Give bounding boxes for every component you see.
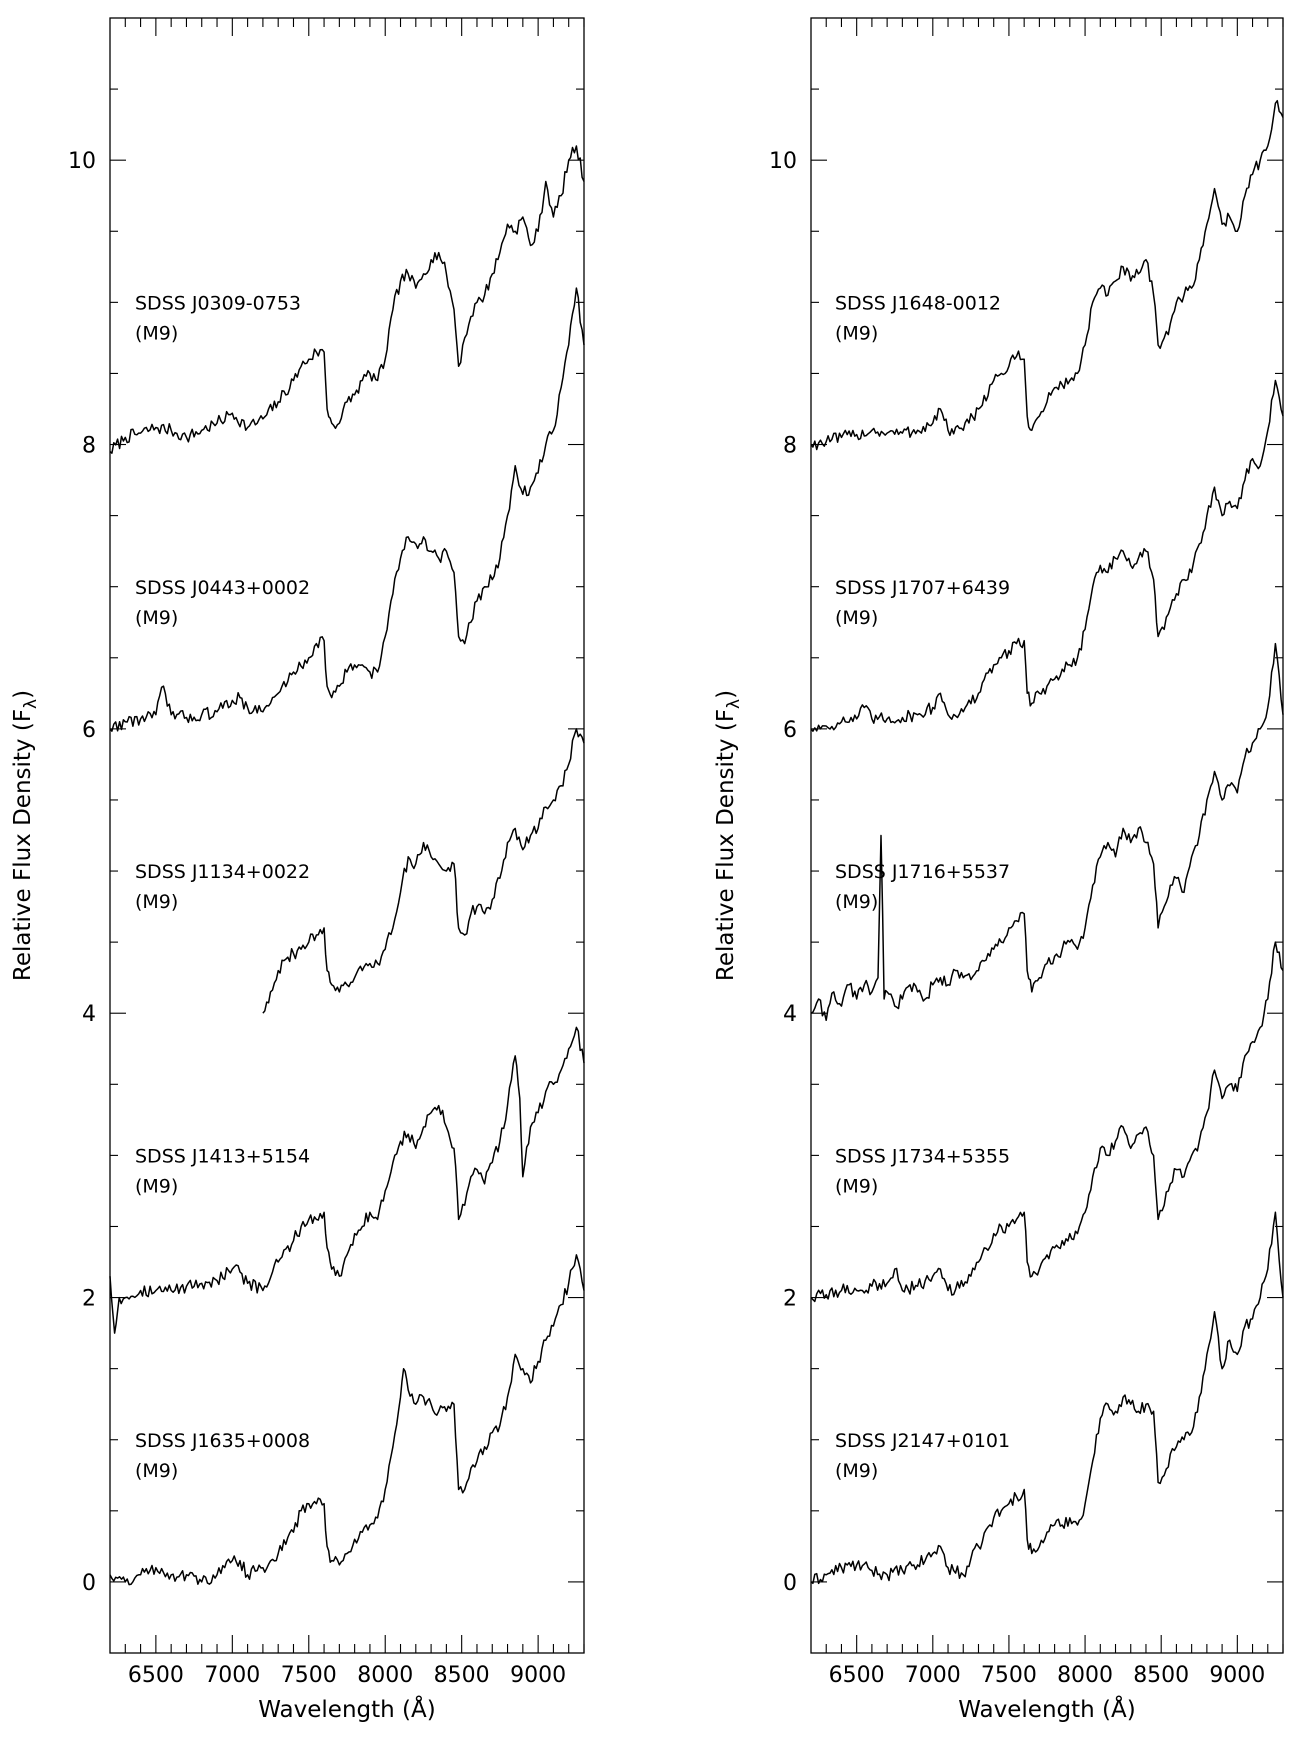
- spectrum-line: [109, 287, 585, 732]
- spectrum-line: [810, 642, 1284, 1022]
- spectral-type-label: (M9): [135, 607, 178, 629]
- spectrum-name-label: SDSS J1648-0012: [835, 292, 1001, 314]
- spectrum-name-label: SDSS J1134+0022: [135, 861, 310, 883]
- x-tick-label: 8000: [1057, 1663, 1113, 1688]
- x-tick-label: 7000: [905, 1663, 961, 1688]
- spectrum-name-label: SDSS J1635+0008: [135, 1430, 310, 1452]
- spectral-type-label: (M9): [835, 1176, 878, 1198]
- x-tick-label: 9000: [1209, 1663, 1265, 1688]
- plot-frame: [810, 17, 1284, 1654]
- spectrum-line: [109, 145, 585, 454]
- spectrum-name-label: SDSS J1734+5355: [835, 1146, 1010, 1168]
- spectral-type-label: (M9): [135, 1460, 178, 1482]
- y-tick-label: 4: [82, 1002, 96, 1027]
- spectrum-line: [810, 941, 1284, 1303]
- y-axis-title-main: Relative Flux Density (F: [10, 709, 36, 981]
- y-axis-title-close: ): [10, 690, 36, 699]
- y-tick-label: 0: [82, 1571, 96, 1596]
- x-tick-label: 7500: [981, 1663, 1037, 1688]
- x-tick-label: 6500: [829, 1663, 885, 1688]
- y-tick-label: 8: [783, 434, 797, 459]
- y-tick-label: 4: [783, 1002, 797, 1027]
- y-axis-title-subscript: λ: [21, 699, 41, 709]
- y-axis-title: Relative Flux Density (Fλ): [713, 690, 744, 981]
- x-tick-label: 9000: [510, 1663, 566, 1688]
- spectrum-name-label: SDSS J0309-0753: [135, 292, 301, 314]
- x-tick-label: 8000: [357, 1663, 413, 1688]
- spectral-type-label: (M9): [135, 891, 178, 913]
- left-panel: 6500 7000 7500 8000 8500 9000 0 2 4 6 8 10 Wavelengt…: [10, 17, 585, 1723]
- plot-frame: [109, 17, 585, 1654]
- y-axis-title-close: ): [713, 690, 739, 699]
- spectrum-line: [109, 1026, 585, 1334]
- x-tick-label: 8500: [1133, 1663, 1189, 1688]
- y-axis-title-main: Relative Flux Density (F: [713, 709, 739, 981]
- spectrum-line: [810, 379, 1284, 732]
- spectrum-name-label: SDSS J0443+0002: [135, 577, 310, 599]
- y-tick-label: 10: [769, 149, 797, 174]
- y-tick-label: 2: [82, 1287, 96, 1312]
- right-panel: 6500 7000 7500 8000 8500 9000 0 2 4 6 8 10 Wavelengt…: [713, 17, 1284, 1723]
- spectrum-name-label: SDSS J1413+5154: [135, 1146, 310, 1168]
- spectral-type-label: (M9): [835, 891, 878, 913]
- x-tick-label: 7500: [281, 1663, 337, 1688]
- y-tick-label: 0: [783, 1571, 797, 1596]
- x-tick-label: 7000: [204, 1663, 260, 1688]
- spectrum-name-label: SDSS J1707+6439: [835, 577, 1010, 599]
- spectrum-line: [262, 728, 585, 1014]
- spectrum-line: [810, 99, 1284, 451]
- spectral-type-label: (M9): [135, 322, 178, 344]
- x-axis-title: Wavelength (Å): [958, 1695, 1135, 1723]
- spectrum-line: [109, 1254, 585, 1586]
- x-tick-label: 8500: [434, 1663, 490, 1688]
- y-tick-label: 10: [68, 149, 96, 174]
- y-axis-title: Relative Flux Density (Fλ): [10, 690, 41, 981]
- y-axis-title-subscript: λ: [724, 699, 744, 709]
- spectral-type-label: (M9): [135, 1176, 178, 1198]
- spectral-type-label: (M9): [835, 607, 878, 629]
- y-tick-label: 6: [82, 718, 96, 743]
- y-tick-label: 6: [783, 718, 797, 743]
- spectrum-line: [810, 1211, 1284, 1585]
- x-axis-title: Wavelength (Å): [258, 1695, 435, 1723]
- y-tick-label: 2: [783, 1287, 797, 1312]
- spectral-type-label: (M9): [835, 322, 878, 344]
- spectral-type-label: (M9): [835, 1460, 878, 1482]
- spectrum-name-label: SDSS J1716+5537: [835, 861, 1010, 883]
- x-tick-label: 6500: [128, 1663, 184, 1688]
- spectrum-name-label: SDSS J2147+0101: [835, 1430, 1010, 1452]
- y-tick-label: 8: [82, 434, 96, 459]
